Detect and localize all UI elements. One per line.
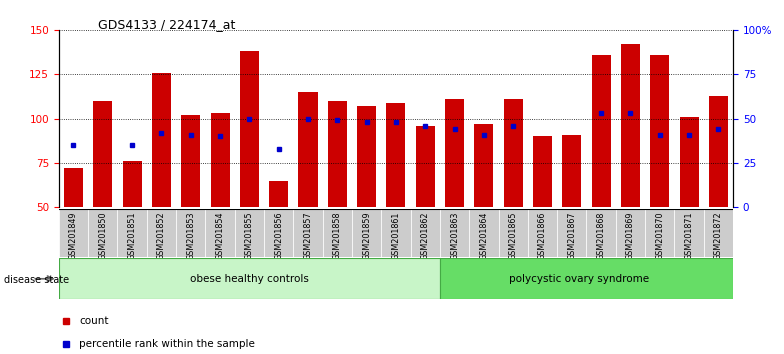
Bar (381, 209, 411, 257)
Bar (469, 209, 499, 257)
Text: GSM201851: GSM201851 (128, 211, 136, 260)
Bar (176, 209, 205, 257)
Text: GSM201872: GSM201872 (714, 211, 723, 260)
Text: GSM201856: GSM201856 (274, 211, 283, 260)
Bar (205, 209, 234, 257)
Bar (445, 99, 464, 207)
Bar (264, 209, 293, 257)
Bar (93, 101, 112, 207)
Text: GSM201859: GSM201859 (362, 211, 371, 260)
Text: GSM201849: GSM201849 (69, 211, 78, 260)
Text: GSM201863: GSM201863 (450, 211, 459, 259)
Bar (352, 209, 381, 257)
Bar (557, 209, 586, 257)
Text: GSM201854: GSM201854 (216, 211, 224, 260)
Text: polycystic ovary syndrome: polycystic ovary syndrome (509, 274, 649, 284)
Bar (147, 209, 176, 257)
Bar (88, 209, 118, 257)
Bar (645, 209, 674, 257)
Text: GSM201862: GSM201862 (421, 211, 430, 260)
Bar (357, 106, 376, 207)
Bar (118, 209, 147, 257)
Text: GDS4133 / 224174_at: GDS4133 / 224174_at (98, 18, 235, 31)
Text: GSM201867: GSM201867 (568, 211, 576, 260)
Bar (323, 209, 352, 257)
Bar (440, 209, 469, 257)
Text: GSM201861: GSM201861 (391, 211, 401, 259)
Bar (503, 99, 523, 207)
Bar (440, 258, 733, 299)
Text: GSM201852: GSM201852 (157, 211, 166, 260)
Bar (411, 209, 440, 257)
Bar (122, 161, 142, 207)
Bar (474, 124, 493, 207)
Text: GSM201870: GSM201870 (655, 211, 664, 260)
Bar (674, 209, 704, 257)
Bar (592, 55, 611, 207)
Bar (328, 101, 347, 207)
Bar (533, 136, 552, 207)
Bar (704, 209, 733, 257)
Bar (59, 209, 88, 257)
Bar (293, 209, 323, 257)
Text: obese healthy controls: obese healthy controls (190, 274, 309, 284)
Bar (210, 113, 230, 207)
Bar (562, 135, 582, 207)
Text: GSM201855: GSM201855 (245, 211, 254, 260)
Bar (650, 55, 670, 207)
Bar (59, 258, 440, 299)
Bar (709, 96, 728, 207)
Bar (621, 44, 640, 207)
Bar (64, 168, 83, 207)
Bar (680, 117, 699, 207)
Text: disease state: disease state (4, 275, 69, 285)
Text: GSM201869: GSM201869 (626, 211, 635, 260)
Text: count: count (79, 316, 108, 326)
Text: GSM201853: GSM201853 (187, 211, 195, 260)
Bar (586, 209, 615, 257)
Text: GSM201871: GSM201871 (684, 211, 694, 260)
Bar (615, 209, 645, 257)
Bar (152, 73, 171, 207)
Bar (416, 126, 435, 207)
Text: percentile rank within the sample: percentile rank within the sample (79, 339, 255, 349)
Text: GSM201866: GSM201866 (538, 211, 547, 259)
Bar (240, 51, 259, 207)
Bar (181, 115, 200, 207)
Text: GSM201864: GSM201864 (479, 211, 488, 259)
Text: GSM201850: GSM201850 (98, 211, 107, 260)
Bar (269, 181, 289, 207)
Bar (499, 209, 528, 257)
Text: GSM201868: GSM201868 (597, 211, 605, 259)
Text: GSM201858: GSM201858 (332, 211, 342, 260)
Bar (387, 103, 405, 207)
Text: GSM201865: GSM201865 (509, 211, 517, 260)
Bar (299, 92, 318, 207)
Bar (234, 209, 264, 257)
Text: GSM201857: GSM201857 (303, 211, 313, 260)
Bar (528, 209, 557, 257)
